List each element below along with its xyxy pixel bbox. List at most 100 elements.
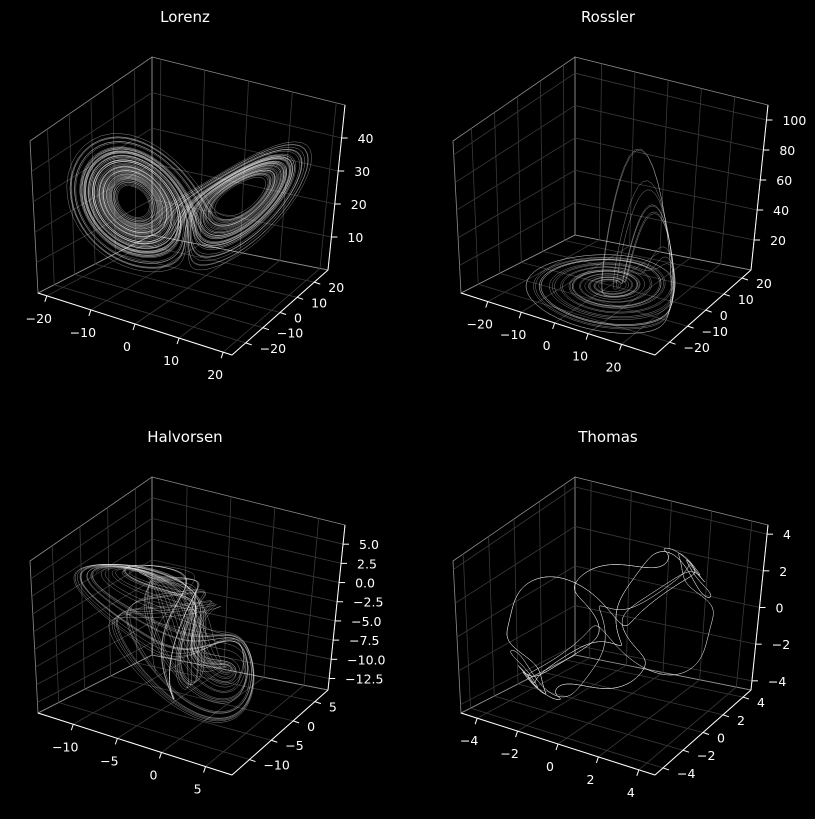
grid-line-y-left	[494, 112, 501, 274]
grid-line-y-left	[134, 488, 137, 663]
grid-line-y-floor	[494, 695, 684, 751]
z-tick-label: −2	[772, 637, 790, 652]
x-axis-line	[460, 292, 656, 356]
x-tick-mark	[203, 766, 207, 773]
grid-line-y-floor	[58, 702, 250, 760]
y-tick-label: 5	[329, 700, 337, 715]
grid-line-x-back	[720, 96, 736, 264]
grid-line-z-left	[460, 644, 576, 705]
grid-line-y-floor	[478, 283, 670, 343]
grid-line-z-back	[151, 538, 340, 583]
x-tick-mark	[474, 718, 478, 725]
y-tick-mark	[742, 696, 750, 700]
chart-rossler: Rossler −20−1001020−20−10010202040608010…	[452, 8, 806, 374]
y-tick-label: 0	[294, 311, 302, 326]
grid-line-z-left	[37, 642, 153, 703]
y-tick-label: 2	[737, 713, 745, 728]
grid-line-y-floor	[470, 707, 664, 769]
grid-line-z-back	[151, 518, 342, 564]
attractor-series-line	[525, 148, 676, 334]
x-tick-label: −20	[26, 311, 52, 326]
x-tick-mark	[555, 743, 559, 751]
y-tick-label: −2	[697, 748, 715, 763]
grid-line-y-floor	[84, 688, 272, 741]
grid-line-x-back	[199, 70, 206, 245]
x-tick-label: −10	[52, 739, 78, 754]
y-tick-mark	[292, 720, 300, 724]
grid-line-y-floor	[499, 272, 688, 327]
chart-title: Thomas	[577, 428, 638, 446]
z-tick-label: 2	[779, 564, 787, 579]
grid-line-y-left	[112, 83, 116, 254]
grid-line-z-back	[574, 605, 756, 645]
grid-line-y-left	[79, 526, 86, 690]
grid-line-z-left	[454, 105, 576, 183]
y-tick-label: 0	[720, 308, 728, 323]
x-tick-label: 20	[606, 359, 622, 374]
z-tick-label: −7.5	[349, 633, 379, 648]
pane-back	[574, 56, 769, 271]
grid-line-x-floor	[205, 684, 305, 767]
grid-line-x-back	[598, 63, 603, 240]
y-tick-mark	[314, 701, 322, 705]
z-tick-label: 40	[773, 203, 789, 218]
grid-line-z-back	[151, 163, 335, 205]
grid-line-x-back	[263, 507, 276, 678]
grid-line-z-left	[453, 72, 576, 156]
y-tick-label: 20	[328, 280, 344, 295]
grid-line-y-floor	[54, 284, 246, 344]
grid-line-y-left	[134, 68, 137, 244]
x-tick-label: −4	[460, 733, 478, 748]
x-tick-label: 10	[572, 349, 588, 364]
z-tick-label: 40	[358, 131, 374, 146]
grid-line-x-floor	[161, 676, 265, 753]
y-tick-label: 0	[717, 731, 725, 746]
z-tick-label: 30	[354, 164, 370, 179]
y-tick-mark	[279, 312, 287, 315]
y-tick-label: −10	[277, 326, 303, 341]
y-tick-mark	[296, 296, 304, 300]
attractor-series-line	[66, 133, 312, 273]
grid-line-z-left	[453, 486, 576, 570]
z-tick-label: −4	[768, 674, 786, 689]
y-tick-mark	[705, 309, 712, 313]
y-tick-label: 0	[307, 719, 315, 734]
grid-line-x-back	[629, 71, 636, 246]
y-tick-label: −20	[260, 341, 286, 356]
y-tick-label: 20	[756, 276, 772, 291]
pane-back	[151, 476, 346, 691]
y-tick-mark	[682, 749, 690, 753]
grid-line-z-left	[458, 605, 576, 672]
grid-line-z-back	[574, 105, 764, 151]
z-tick-label: 4	[783, 527, 791, 542]
y-axis-line	[654, 269, 752, 356]
z-tick-label: 60	[776, 173, 792, 188]
attractor-series-line	[506, 548, 714, 700]
y-tick-mark	[669, 341, 676, 345]
grid-line-z-back	[151, 497, 344, 545]
grid-line-z-back	[574, 644, 753, 682]
x-tick-mark	[619, 344, 623, 351]
x-axis-line	[37, 712, 233, 776]
x-tick-mark	[518, 312, 522, 319]
x-tick-label: 0	[149, 767, 157, 782]
z-tick-label: 80	[779, 143, 795, 158]
grid-line-z-back	[151, 92, 342, 139]
y-tick-label: −10	[702, 324, 728, 339]
grid-line-z-left	[455, 526, 576, 604]
grid-line-z-back	[151, 559, 338, 603]
z-tick-label: −5.0	[351, 614, 381, 629]
y-tick-mark	[687, 325, 694, 329]
x-tick-mark	[88, 309, 92, 317]
z-tick-label: 10	[347, 230, 363, 245]
z-tick-label: −12.5	[345, 671, 383, 686]
grid-line-z-back	[574, 169, 758, 211]
grid-line-z-left	[456, 137, 576, 211]
grid-line-y-left	[540, 80, 544, 252]
x-tick-mark	[114, 738, 118, 745]
grid-line-z-back	[151, 600, 334, 641]
x-tick-label: 2	[586, 772, 594, 787]
x-tick-label: 20	[207, 367, 223, 382]
grid-line-x-floor	[117, 668, 225, 739]
